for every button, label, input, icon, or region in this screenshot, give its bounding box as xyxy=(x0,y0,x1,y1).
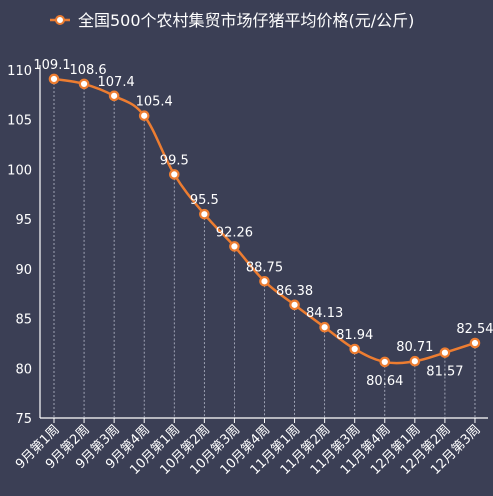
series-layer xyxy=(48,73,481,368)
series-line xyxy=(53,77,476,365)
data-point xyxy=(379,356,391,368)
y-tick-label: 105 xyxy=(7,114,32,129)
y-tick-label: 85 xyxy=(15,313,32,328)
y-tick-label: 90 xyxy=(15,263,32,278)
data-label: 88.75 xyxy=(246,260,283,275)
data-point xyxy=(48,73,60,85)
data-label: 92.26 xyxy=(216,225,253,240)
data-point xyxy=(469,337,481,349)
data-point xyxy=(229,241,240,252)
data-label: 82.54 xyxy=(456,322,493,337)
data-label: 107.4 xyxy=(98,75,135,90)
drop-lines xyxy=(53,78,476,418)
data-point xyxy=(78,78,90,90)
data-label: 109.1 xyxy=(33,58,70,73)
data-point xyxy=(259,275,270,287)
data-label: 80.71 xyxy=(396,340,433,355)
data-point xyxy=(319,321,330,333)
y-tick-label: 95 xyxy=(15,213,32,228)
x-axis: 9月第1周9月第2周9月第3周9月第4周10月第1周10月第2周10月第3周10… xyxy=(13,417,488,478)
data-label: 99.5 xyxy=(160,153,189,168)
y-tick-label: 80 xyxy=(15,362,32,377)
data-label: 81.57 xyxy=(426,365,463,380)
legend: 全国500个农村集贸市场仔猪平均价格(元/公斤) xyxy=(50,11,414,30)
data-label: 86.38 xyxy=(276,284,313,299)
data-point xyxy=(168,169,180,180)
legend-marker-swatch xyxy=(55,15,65,25)
data-point xyxy=(349,343,360,355)
data-label: 84.13 xyxy=(306,306,343,321)
data-point xyxy=(409,355,421,367)
data-label: 105.4 xyxy=(136,95,173,110)
data-label: 95.5 xyxy=(190,193,219,208)
y-tick-label: 75 xyxy=(15,412,32,427)
data-label: 80.64 xyxy=(366,374,403,389)
y-axis: 75 80 85 90 95 100 105 110 xyxy=(7,64,41,427)
data-label: 81.94 xyxy=(336,328,373,343)
data-point xyxy=(289,299,300,311)
legend-label: 全国500个农村集贸市场仔猪平均价格(元/公斤) xyxy=(78,11,414,30)
y-tick-label: 100 xyxy=(7,163,32,178)
data-point xyxy=(108,90,120,102)
data-point xyxy=(199,208,210,220)
data-label: 108.6 xyxy=(69,63,106,78)
data-point xyxy=(439,347,451,358)
y-tick-label: 110 xyxy=(7,64,32,79)
data-point xyxy=(138,110,150,122)
